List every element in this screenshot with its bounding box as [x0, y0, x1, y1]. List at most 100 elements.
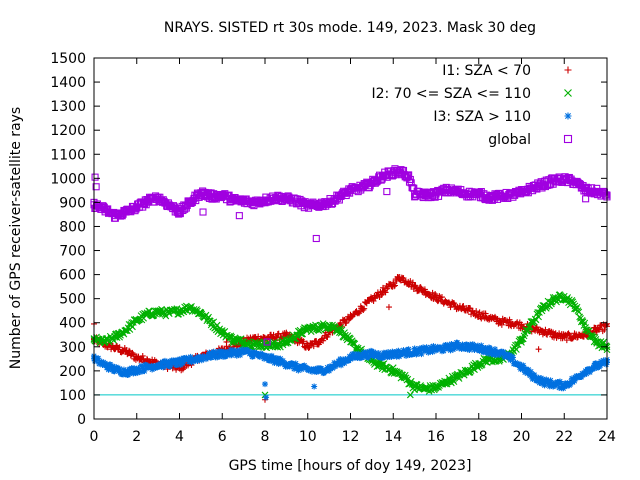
series-2: [90, 291, 611, 395]
data-point-dense: [427, 294, 434, 301]
data-point-dense: [209, 352, 216, 359]
data-point-dense: [135, 365, 142, 372]
data-point-dense: [337, 355, 344, 362]
data-point-dense: [547, 377, 554, 384]
data-point-dense: [429, 348, 436, 355]
data-point-dense: [602, 359, 609, 366]
data-point-dense: [329, 329, 336, 336]
data-point-dense: [345, 316, 352, 323]
data-point-dense: [482, 310, 489, 317]
data-point-dense: [403, 349, 410, 356]
data-point-dense: [116, 333, 124, 341]
data-point-dense: [325, 331, 332, 338]
data-point-dense: [581, 371, 588, 378]
data-point-dense: [126, 347, 133, 354]
data-point-dense: [443, 380, 451, 388]
data-point-dense: [358, 354, 365, 361]
data-point-dense: [515, 360, 522, 367]
data-point-dense: [400, 275, 407, 282]
data-point-dense: [482, 345, 489, 352]
legend-label: I3: SZA > 110: [433, 109, 531, 125]
data-point-dense: [162, 312, 170, 320]
data-point-dense: [305, 344, 312, 351]
data-point-dense: [407, 278, 414, 285]
data-point-dense: [460, 302, 467, 309]
data-point-dense: [527, 368, 534, 375]
outlier-point: [235, 212, 243, 220]
data-point-dense: [167, 363, 174, 370]
y-tick-label: 1300: [50, 99, 86, 115]
data-point-dense: [571, 377, 578, 384]
y-tick-label: 1500: [50, 51, 86, 67]
data-point-dense: [280, 359, 287, 366]
x-tick-label: 6: [218, 429, 227, 445]
data-point-dense: [320, 335, 327, 342]
data-point-dense: [351, 340, 359, 348]
data-point-dense: [216, 353, 223, 360]
data-point-dense: [501, 354, 508, 361]
data-point-dense: [446, 345, 453, 352]
data-point-dense: [598, 358, 605, 365]
data-point-dense: [361, 353, 368, 360]
data-point-dense: [379, 354, 386, 361]
data-point-dense: [127, 369, 134, 376]
y-tick-label: 800: [59, 219, 86, 235]
data-point-dense: [179, 360, 186, 367]
data-point-dense: [402, 349, 409, 356]
series-layer: [90, 165, 611, 403]
y-tick-label: 1400: [50, 75, 86, 91]
data-point-dense: [105, 366, 112, 373]
x-tick-label: 18: [470, 429, 488, 445]
x-tick-label: 16: [427, 429, 445, 445]
data-point-dense: [210, 348, 217, 355]
x-tick-label: 22: [555, 429, 573, 445]
outlier-point: [311, 383, 318, 390]
outliers-3: [262, 381, 318, 401]
data-point-dense: [298, 366, 305, 373]
data-point-dense: [531, 371, 538, 378]
data-point-dense: [603, 361, 610, 368]
outlier-point: [406, 391, 414, 399]
data-point-dense: [414, 350, 421, 357]
data-point-dense: [343, 319, 350, 326]
data-point-dense: [491, 346, 498, 353]
data-point-dense: [430, 343, 437, 350]
data-point-dense: [139, 352, 146, 359]
data-point-dense: [545, 378, 552, 385]
data-point-dense: [583, 370, 590, 377]
data-point-dense: [569, 298, 577, 306]
data-point-dense: [375, 350, 382, 357]
data-point-dense: [506, 352, 513, 359]
outlier-point: [383, 188, 391, 196]
data-point-dense: [356, 308, 363, 315]
data-point-dense: [560, 385, 567, 392]
data-point-dense: [114, 364, 121, 371]
data-point-dense: [427, 344, 434, 351]
data-point-dense: [486, 345, 493, 352]
y-tick-label: 700: [59, 244, 86, 260]
data-point-dense: [271, 359, 278, 366]
data-point-dense: [234, 347, 241, 354]
data-point-dense: [537, 377, 544, 384]
data-point-dense: [107, 361, 114, 368]
data-point-dense: [568, 378, 575, 385]
legend-marker: [564, 89, 572, 97]
data-point-dense: [362, 349, 369, 356]
data-point-dense: [109, 363, 116, 370]
data-point-dense: [447, 347, 454, 354]
data-point-dense: [529, 376, 536, 383]
x-tick-label: 12: [342, 429, 360, 445]
data-point-dense: [139, 365, 146, 372]
series-3: [91, 339, 610, 392]
data-point-dense: [310, 343, 317, 350]
data-point-dense: [286, 363, 293, 370]
data-point-dense: [392, 351, 399, 358]
data-point-dense: [186, 358, 193, 365]
data-point-dense: [237, 352, 244, 359]
data-point-dense: [590, 365, 597, 372]
data-point-dense: [470, 342, 477, 349]
data-point-dense: [273, 358, 280, 365]
outlier-point: [263, 394, 270, 401]
outlier-point: [312, 234, 320, 243]
data-point-dense: [226, 334, 234, 341]
